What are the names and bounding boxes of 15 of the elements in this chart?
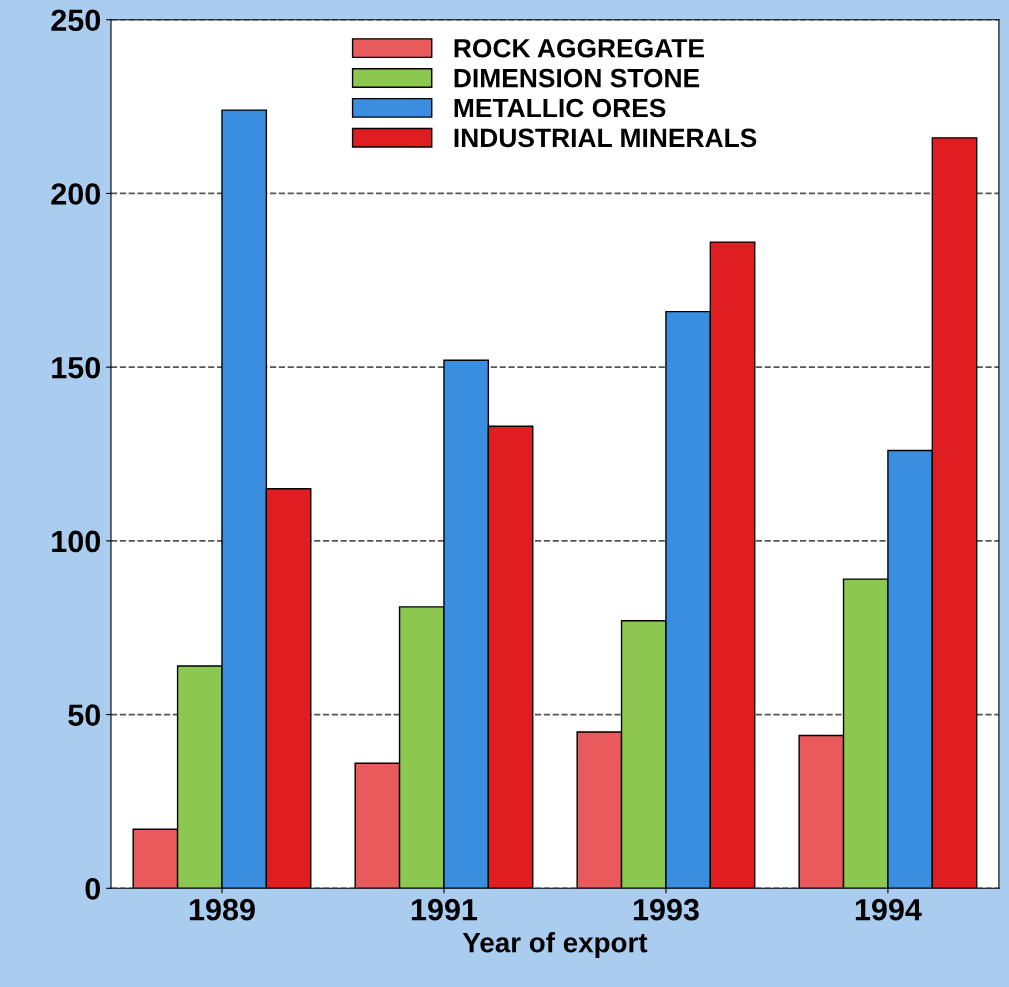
x-tick-label: 1994 <box>855 898 922 921</box>
x-tick-label: 1989 <box>189 898 255 921</box>
legend-label: ROCK AGGREGATE <box>454 38 704 58</box>
y-tick-label: 50 <box>68 704 101 726</box>
y-tick-label: 150 <box>52 356 101 379</box>
x-axis-title: Year of export <box>462 932 648 958</box>
legend-label: DIMENSION STONE <box>454 68 700 88</box>
legend-label: METALLIC ORES <box>454 98 666 118</box>
y-tick-label: 100 <box>52 530 101 553</box>
y-tick-label: 250 <box>51 9 101 32</box>
y-tick-label: 0 <box>85 878 101 900</box>
x-tick-label: 1991 <box>411 898 478 921</box>
legend-label: INDUSTRIAL MINERALS <box>454 128 757 148</box>
x-tick-label: 1993 <box>633 898 699 921</box>
y-tick-label: 200 <box>51 183 101 205</box>
